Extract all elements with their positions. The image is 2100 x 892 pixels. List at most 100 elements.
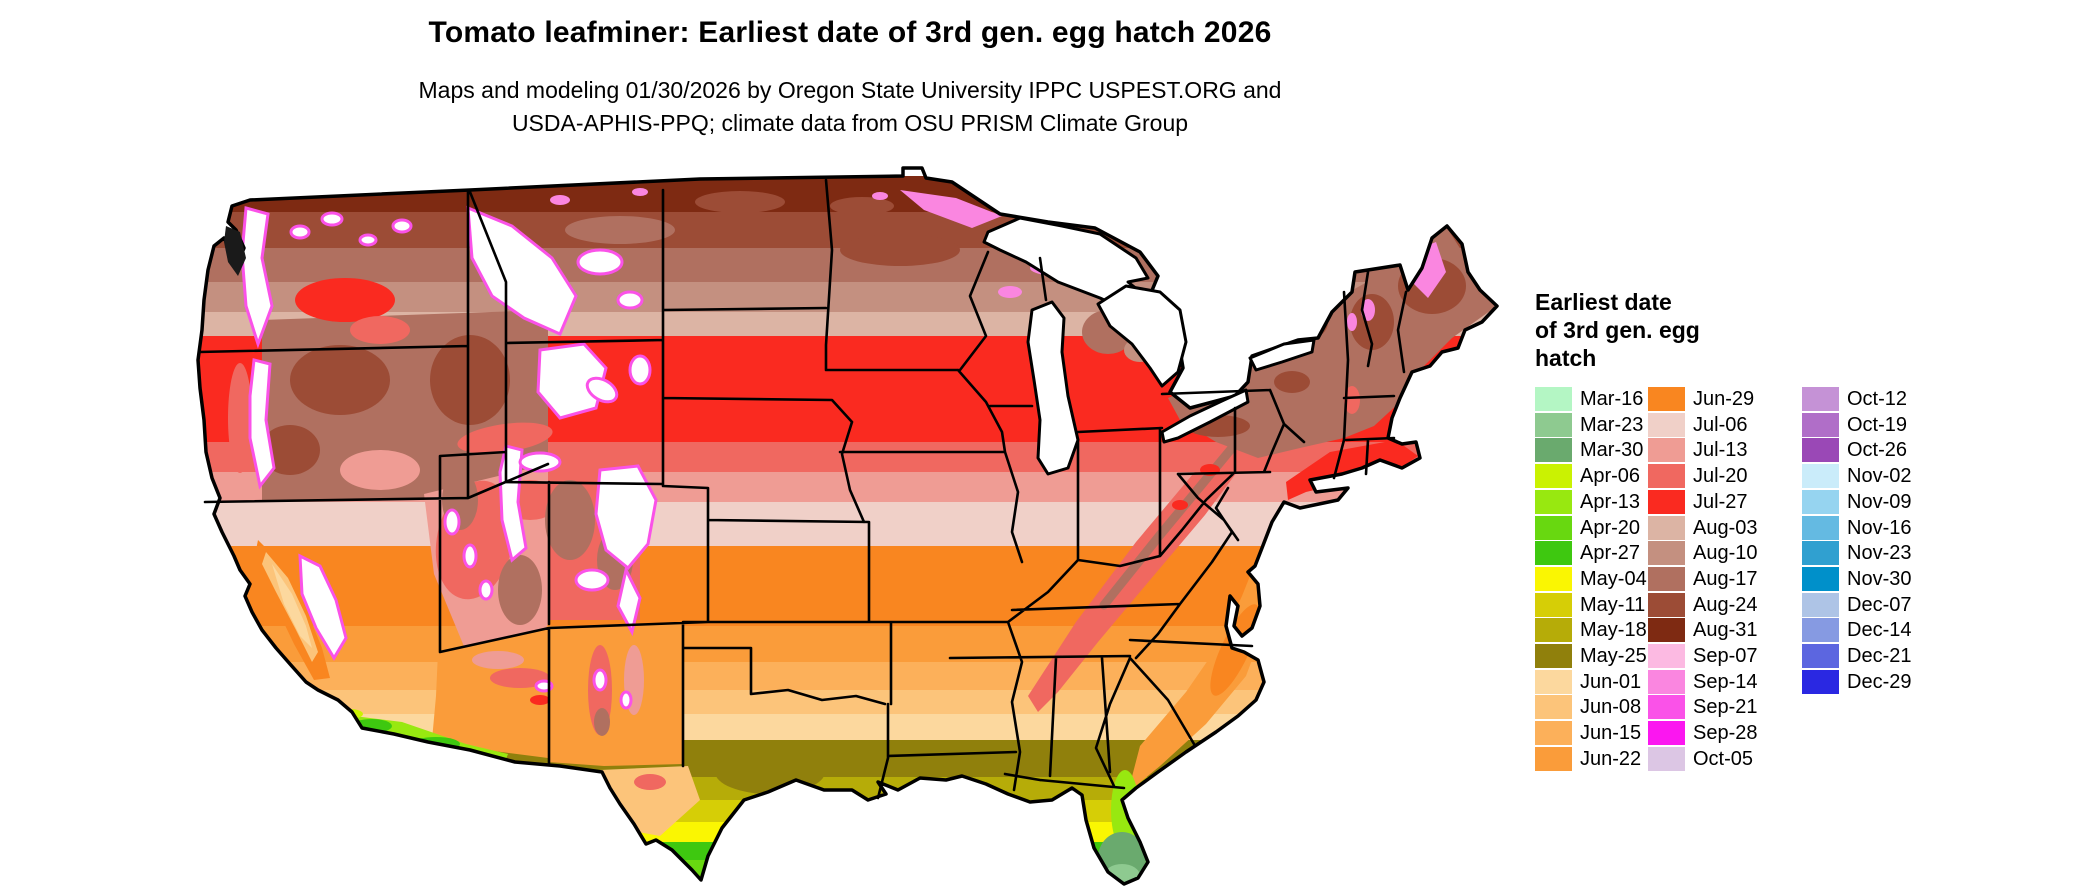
legend-swatch: [1648, 747, 1685, 771]
band-May-25: [198, 740, 1497, 777]
legend-row: Nov-09: [1802, 490, 1962, 515]
legend-swatch: [1535, 747, 1572, 771]
legend-row: Aug-24: [1648, 593, 1808, 618]
legend-swatch: [1648, 438, 1685, 462]
legend-label: Aug-31: [1693, 619, 1758, 641]
legend-swatch: [1648, 695, 1685, 719]
legend-row: Apr-27: [1535, 541, 1695, 566]
legend-swatch: [1648, 516, 1685, 540]
florida-details: [1092, 770, 1146, 884]
legend-label: Sep-28: [1693, 722, 1758, 744]
band-Apr-27: [198, 842, 1497, 860]
legend-row: Jun-29: [1648, 387, 1808, 412]
legend-label: Jun-08: [1580, 696, 1642, 718]
legend-swatch: [1535, 516, 1572, 540]
band-Aug-03: [198, 312, 1497, 336]
band-Aug-10: [198, 282, 1497, 312]
legend-swatch: [1648, 721, 1685, 745]
legend-swatch: [1535, 618, 1572, 642]
band-Jun-29: [198, 546, 1497, 626]
legend-label: Jul-06: [1693, 414, 1748, 436]
legend-swatch: [1648, 413, 1685, 437]
band-Jun-15: [198, 662, 1497, 690]
legend-swatch: [1802, 516, 1839, 540]
legend-row: Apr-13: [1535, 490, 1695, 515]
legend-swatch: [1535, 644, 1572, 668]
legend-label: May-04: [1580, 568, 1647, 590]
legend-swatch: [1802, 541, 1839, 565]
date-bands: [198, 176, 1497, 884]
legend-row: Jun-22: [1535, 747, 1695, 772]
map-subtitle: Maps and modeling 01/30/2026 by Oregon S…: [0, 74, 1700, 140]
legend-label: Jun-22: [1580, 748, 1642, 770]
legend-row: Jun-15: [1535, 721, 1695, 746]
legend-label: Jul-20: [1693, 465, 1748, 487]
appalachian-ridge: [1028, 428, 1252, 712]
band-Apr-13: [198, 876, 1497, 884]
band-Aug-31: [198, 176, 1497, 212]
legend-label: Mar-23: [1580, 414, 1644, 436]
legend-row: Aug-03: [1648, 516, 1808, 541]
band-Jul-27: [198, 336, 1497, 442]
legend-label: Mar-30: [1580, 439, 1644, 461]
southeast-coastal-plain: [1128, 556, 1266, 792]
legend-label: Apr-20: [1580, 517, 1641, 539]
legend-row: Nov-30: [1802, 567, 1962, 592]
legend-label: Dec-29: [1847, 671, 1912, 693]
lake-ontario: [1248, 338, 1316, 372]
lake-erie: [1160, 388, 1250, 444]
michigan-highlands: [1082, 310, 1156, 362]
legend-label: Oct-19: [1847, 414, 1908, 436]
legend-title-line-3: hatch: [1535, 345, 1597, 371]
texas-hill-country: [715, 750, 825, 794]
legend-title: Earliest date of 3rd gen. egg hatch: [1535, 288, 1755, 372]
legend-label: Dec-07: [1847, 594, 1912, 616]
legend-label: Apr-13: [1580, 491, 1641, 513]
legend-swatch: [1802, 438, 1839, 462]
legend-label: Jun-15: [1580, 722, 1642, 744]
legend-row: Oct-05: [1648, 747, 1808, 772]
legend-label: Aug-17: [1693, 568, 1758, 590]
band-Aug-17: [198, 248, 1497, 282]
legend-label: Jun-01: [1580, 671, 1642, 693]
lake-michigan: [1026, 300, 1080, 476]
september-cold-pockets: [550, 188, 1446, 331]
legend-label: Oct-12: [1847, 388, 1908, 410]
legend-swatch: [1648, 670, 1685, 694]
legend-swatch: [1648, 567, 1685, 591]
legend-swatch: [1802, 670, 1839, 694]
legend-swatch: [1648, 644, 1685, 668]
legend-label: May-25: [1580, 645, 1647, 667]
legend-row: May-04: [1535, 567, 1695, 592]
legend-row: Mar-23: [1535, 413, 1695, 438]
band-Apr-20: [198, 860, 1497, 876]
band-Jul-20: [198, 442, 1497, 472]
legend-row: Jul-13: [1648, 438, 1808, 463]
subtitle-line-2: USDA-APHIS-PPQ; climate data from OSU PR…: [511, 110, 1189, 136]
legend-swatch: [1648, 490, 1685, 514]
legend-label: Dec-14: [1847, 619, 1912, 641]
legend-swatch: [1648, 541, 1685, 565]
state-boundaries: [197, 178, 1408, 800]
legend-row: Aug-17: [1648, 567, 1808, 592]
map-fill-layers: [198, 176, 1497, 884]
puget-sound: [224, 226, 246, 276]
legend-row: May-25: [1535, 644, 1695, 669]
california-central-valley: [254, 540, 330, 680]
band-May-04: [198, 822, 1497, 842]
legend-row: Sep-14: [1648, 670, 1808, 695]
legend-swatch: [1535, 490, 1572, 514]
great-lakes: [982, 216, 1316, 476]
legend-row: Jul-20: [1648, 464, 1808, 489]
legend-row: Mar-30: [1535, 438, 1695, 463]
legend-row: Aug-31: [1648, 618, 1808, 643]
map-title: Tomato leafminer: Earliest date of 3rd g…: [428, 16, 1272, 49]
legend-label: Sep-14: [1693, 671, 1758, 693]
legend-swatch: [1535, 721, 1572, 745]
legend-row: May-18: [1535, 618, 1695, 643]
mountain-snow-patches: [240, 205, 658, 710]
legend-row: Sep-21: [1648, 695, 1808, 720]
legend-swatch: [1648, 618, 1685, 642]
legend-label: Jul-13: [1693, 439, 1748, 461]
